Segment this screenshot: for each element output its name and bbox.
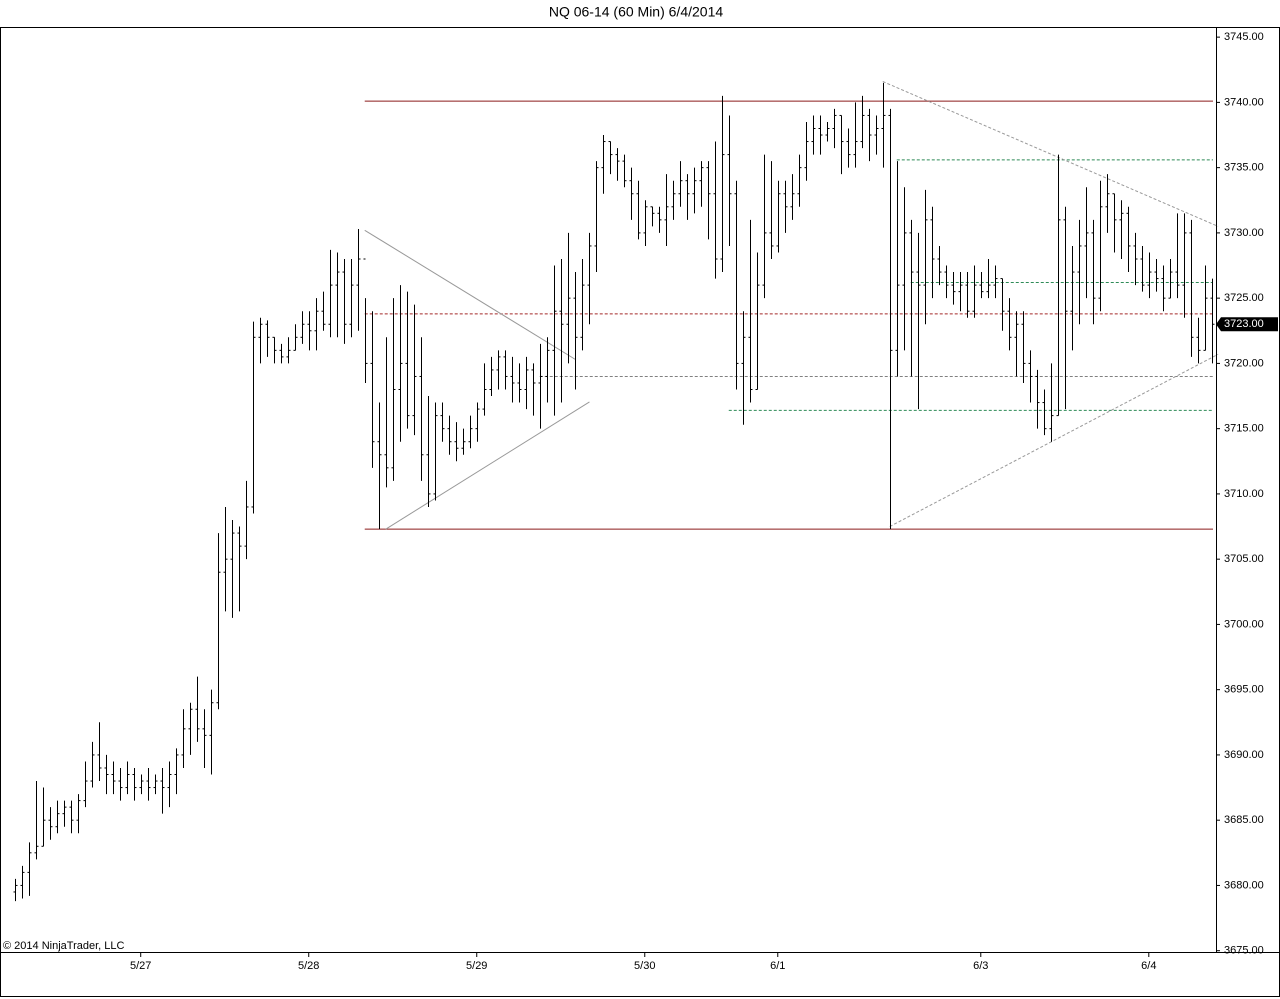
y-tick-label: 3690.00 xyxy=(1224,749,1264,761)
trend-line xyxy=(889,353,1219,527)
chart-title: NQ 06-14 (60 Min) 6/4/2014 xyxy=(549,4,724,20)
y-tick-label: 3680.00 xyxy=(1224,879,1264,891)
copyright: © 2014 NinjaTrader, LLC xyxy=(3,940,124,952)
y-tick-label: 3740.00 xyxy=(1224,96,1264,108)
trend-line xyxy=(882,81,1219,227)
y-tick-label: 3695.00 xyxy=(1224,684,1264,696)
frame xyxy=(0,27,1280,997)
y-tick-label: 3675.00 xyxy=(1224,945,1264,957)
y-tick-label: 3705.00 xyxy=(1224,553,1264,565)
x-tick-label: 5/27 xyxy=(130,960,151,972)
y-tick-label: 3735.00 xyxy=(1224,162,1264,174)
x-tick-label: 6/4 xyxy=(1141,960,1156,972)
y-tick-label: 3685.00 xyxy=(1224,814,1264,826)
x-tick-label: 6/1 xyxy=(770,960,785,972)
y-tick-label: 3710.00 xyxy=(1224,488,1264,500)
trend-line xyxy=(385,401,590,530)
x-tick-label: 5/29 xyxy=(466,960,487,972)
y-tick-label: 3745.00 xyxy=(1224,31,1264,43)
x-tick-label: 5/30 xyxy=(634,960,655,972)
last-price-label: 3723.00 xyxy=(1224,318,1264,330)
y-tick-label: 3700.00 xyxy=(1224,618,1264,630)
y-tick-label: 3720.00 xyxy=(1224,357,1264,369)
last-price-box xyxy=(1216,317,1278,332)
x-tick-label: 5/28 xyxy=(298,960,319,972)
x-tick-label: 6/3 xyxy=(973,960,988,972)
y-tick-label: 3725.00 xyxy=(1224,292,1264,304)
trend-line xyxy=(364,229,576,360)
y-tick-label: 3715.00 xyxy=(1224,423,1264,435)
y-tick-label: 3730.00 xyxy=(1224,227,1264,239)
